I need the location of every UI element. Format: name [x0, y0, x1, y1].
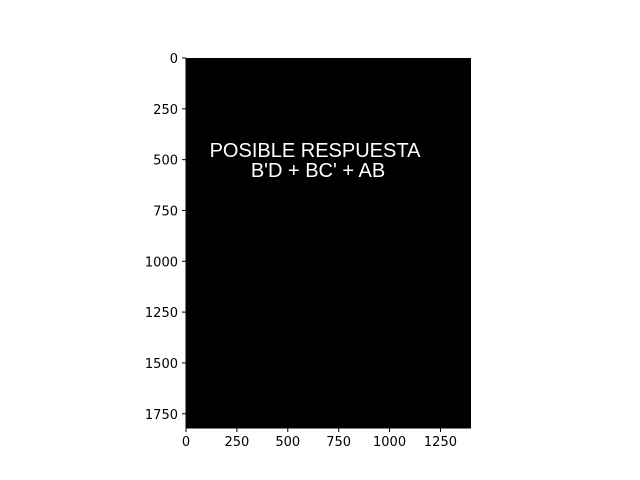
x-axis-ticks: 0 250 500 750 1000 1250 — [182, 428, 457, 450]
y-tick-label: 250 — [153, 103, 178, 118]
x-tick-label: 750 — [326, 435, 351, 450]
x-tick-label: 500 — [275, 435, 300, 450]
y-tick-label: 500 — [153, 154, 178, 169]
y-tick-label: 1250 — [145, 306, 178, 321]
answer-title: POSIBLE RESPUESTA — [210, 140, 421, 162]
image-canvas — [186, 58, 471, 428]
x-tick-label: 1000 — [373, 435, 406, 450]
y-tick-label: 0 — [170, 52, 178, 67]
y-tick-label: 1000 — [145, 255, 178, 270]
y-axis-ticks: 0 250 500 750 1000 1250 1500 1750 — [145, 52, 186, 423]
x-tick-label: 0 — [182, 435, 190, 450]
y-tick-label: 1500 — [145, 357, 178, 372]
y-tick-label: 750 — [153, 204, 178, 219]
answer-expression: B'D + BC' + AB — [251, 160, 385, 182]
y-tick-label: 1750 — [145, 408, 178, 423]
x-tick-label: 1250 — [424, 435, 457, 450]
x-tick-label: 250 — [224, 435, 249, 450]
